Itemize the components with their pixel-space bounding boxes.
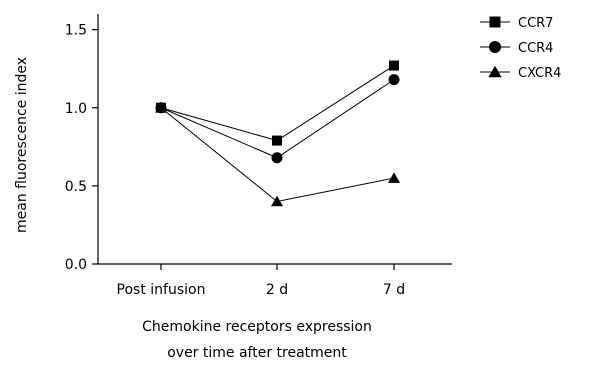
chart-series [155,60,400,207]
x-tick-label: 2 d [266,282,288,298]
legend-label-ccr4: CCR4 [518,41,553,56]
data-point-ccr7 [272,135,282,146]
x-tick-label: 7 d [383,282,405,298]
legend-label-cxcr4: CXCR4 [518,66,561,81]
legend-marker-cxcr4 [488,65,502,78]
x-axis-title-line-1: Chemokine receptors expression [142,319,372,335]
chart-legend: CCR7 CCR4 CXCR4 [480,16,561,81]
data-point-cxcr4 [388,172,400,183]
legend-marker-ccr4 [489,41,501,53]
data-point-ccr4 [388,74,400,86]
legend-label-ccr7: CCR7 [518,16,553,31]
data-point-cxcr4 [155,102,167,113]
data-point-cxcr4 [271,195,283,207]
x-tick-label: Post infusion [117,282,206,298]
legend-marker-ccr7 [489,16,501,28]
x-axis-title-line-2: over time after treatment [167,345,347,361]
chart-axes: 0.0 0.5 1.0 1.5 Post infusion 2 d 7 d [65,14,452,298]
y-axis-title: mean fluorescence index [14,57,30,233]
data-point-ccr7 [389,60,399,71]
series-line-ccr4 [160,79,395,159]
chart-axis-titles: mean fluorescence index Chemokine recept… [14,57,372,361]
data-point-ccr4 [271,152,283,164]
y-tick-label: 1.0 [65,101,87,117]
y-tick-label: 1.5 [65,23,87,39]
y-tick-label: 0.0 [65,257,87,273]
y-tick-label: 0.5 [65,179,87,195]
